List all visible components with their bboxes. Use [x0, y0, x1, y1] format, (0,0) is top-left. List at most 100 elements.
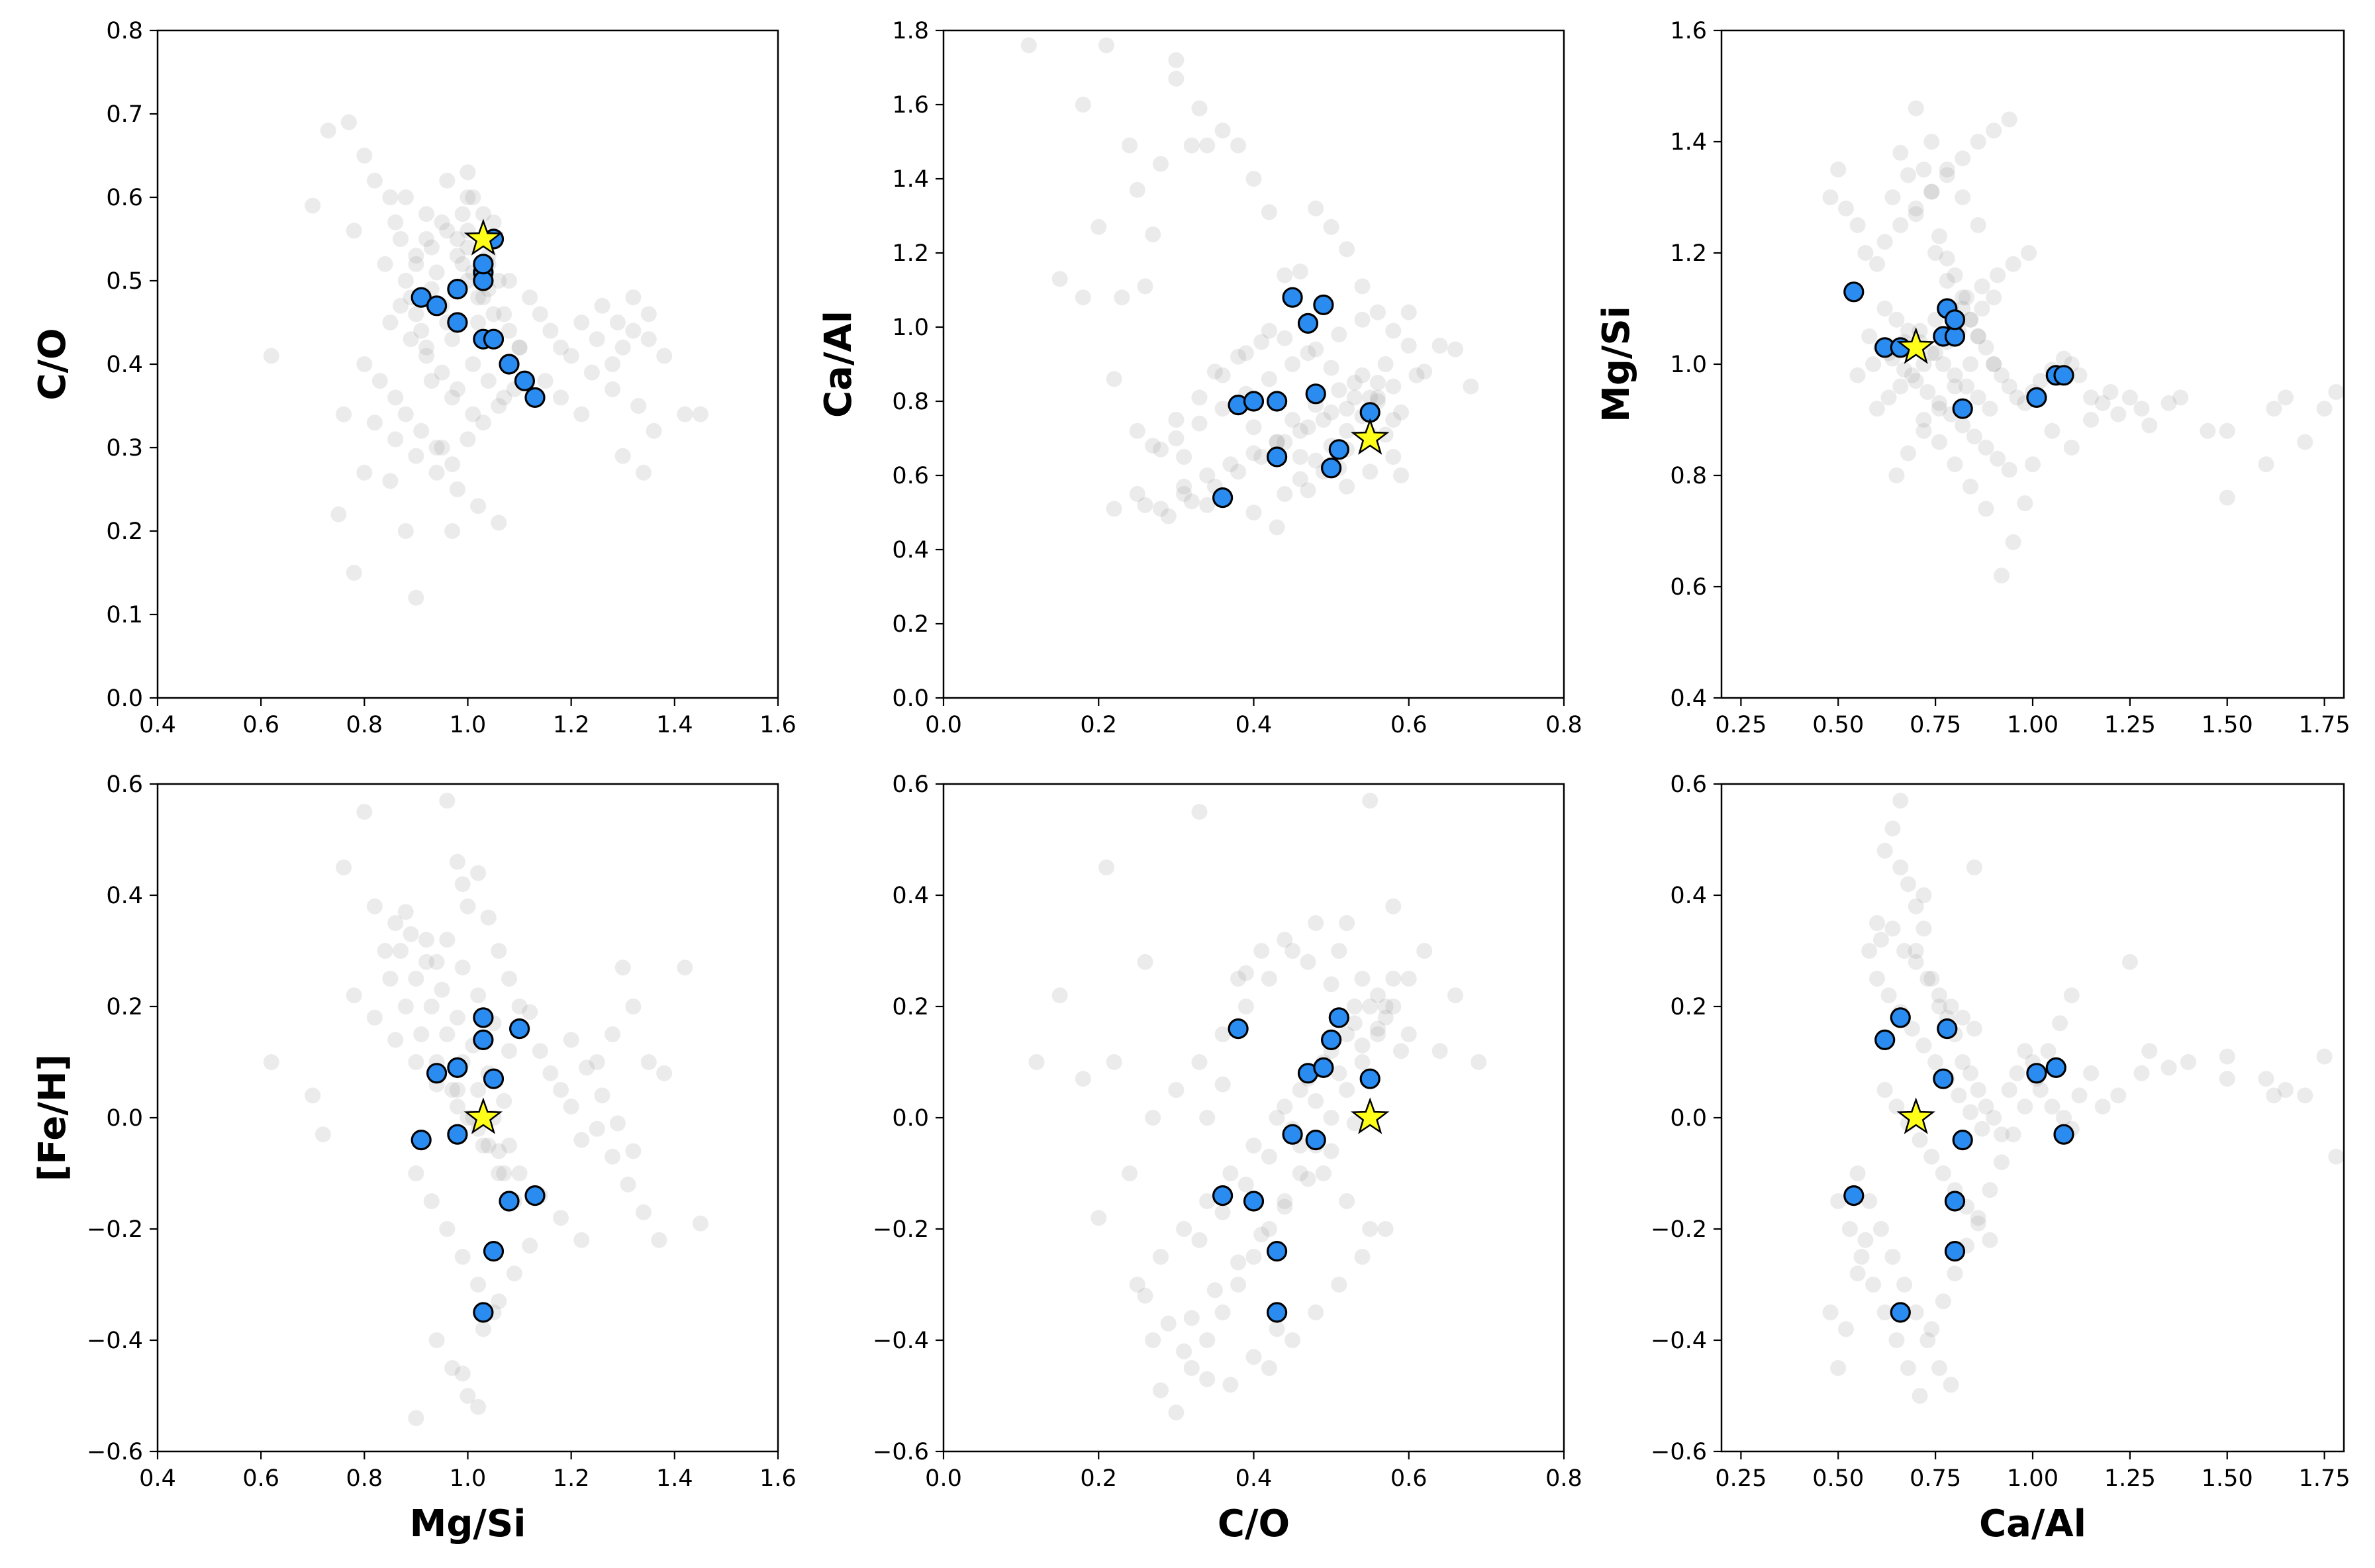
chart-5-background-point — [1888, 1099, 1905, 1115]
chart-1-y-axis-label: Ca/Al — [817, 311, 860, 418]
chart-1-x-tick-label: 0.0 — [925, 712, 962, 738]
chart-3-background-point — [636, 1204, 652, 1220]
chart-0-background-point — [583, 364, 600, 381]
chart-1-background-point — [1346, 389, 1363, 406]
chart-1-background-point — [1206, 364, 1223, 380]
chart-2-background-point — [2258, 456, 2274, 473]
chart-5-background-point — [1970, 1210, 1986, 1226]
chart-2-y-tick-label: 1.2 — [1670, 240, 1707, 267]
chart-1-x-tick-label: 0.6 — [1390, 712, 1428, 738]
chart-1-background-point — [1300, 345, 1316, 362]
chart-1-background-point — [1277, 267, 1293, 283]
chart-1-background-point — [1075, 97, 1091, 113]
chart-0-background-point — [356, 356, 373, 372]
chart-3-y-tick-label: 0.0 — [106, 1105, 143, 1132]
chart-3-x-tick-label: 0.6 — [242, 1465, 279, 1492]
chart-5-background-point — [1951, 1087, 1967, 1104]
chart-0-background-point — [553, 389, 569, 406]
chart-2-background-point — [1931, 401, 1947, 417]
chart-4-y-tick-label: −0.6 — [873, 1439, 929, 1465]
chart-3-background-point — [501, 1138, 517, 1153]
chart-4-background-point — [1277, 1099, 1293, 1115]
chart-1-x-tick-label: 0.8 — [1545, 712, 1582, 738]
chart-2-y-tick-label: 1.6 — [1670, 18, 1707, 44]
chart-5-background-point — [1904, 1020, 1920, 1037]
chart-1-background-point — [1230, 464, 1247, 480]
chart-2-background-point — [1908, 206, 1924, 222]
chart-3-sample-point — [473, 1007, 494, 1028]
chart-2-background-point — [2001, 462, 2017, 478]
chart-2-background-point — [1939, 250, 1955, 267]
chart-1-background-point — [1245, 445, 1262, 462]
chart-0-background-point — [511, 339, 528, 356]
chart-3-background-point — [470, 865, 487, 881]
chart-2-background-point — [1923, 183, 1940, 200]
chart-3-background-point — [393, 943, 409, 959]
chart-3-background-point — [491, 943, 507, 959]
chart-4-background-point — [1206, 1282, 1223, 1298]
chart-0-background-point — [470, 315, 487, 330]
chart-4-background-point — [1145, 1110, 1161, 1126]
chart-2-background-point — [1908, 373, 1924, 389]
chart-1-background-point — [1362, 464, 1379, 480]
chart-1-background-point — [1245, 419, 1262, 436]
chart-5-background-point — [2219, 1071, 2235, 1087]
chart-1-background-point — [1106, 371, 1122, 387]
chart-4-background-point — [1339, 1026, 1355, 1042]
chart-0-background-point — [356, 148, 373, 164]
chart-0-background-point — [542, 322, 559, 339]
chart-1-background-point — [1137, 278, 1153, 295]
chart-5-background-point — [2044, 1099, 2060, 1115]
chart-4-background-point — [1091, 1210, 1107, 1226]
chart-5-background-point — [1994, 1154, 2010, 1171]
chart-3-background-point — [589, 1120, 605, 1137]
chart-4-background-point — [1416, 943, 1433, 959]
chart-0-background-point — [454, 256, 471, 272]
chart-5-background-point — [1919, 971, 1936, 987]
chart-4-background-point — [1284, 943, 1301, 959]
chart-2-background-point — [1986, 122, 2002, 139]
chart-3-sample-point — [473, 1302, 494, 1323]
chart-1-background-point — [1091, 219, 1107, 235]
chart-5-background-point — [1912, 1132, 1928, 1148]
chart-1-background-point — [1339, 478, 1355, 495]
chart-3-background-point — [563, 1099, 579, 1115]
chart-4-background-point — [1346, 999, 1363, 1014]
chart-4-background-point — [1377, 999, 1394, 1014]
chart-5-sample-point — [2045, 1057, 2066, 1078]
chart-1-background-point — [1400, 338, 1417, 354]
chart-0-background-point — [501, 322, 517, 339]
chart-2-background-point — [1963, 478, 1978, 495]
chart-1-background-point — [1253, 334, 1270, 350]
chart-1-background-point — [1261, 371, 1277, 387]
chart-0-background-point — [677, 406, 693, 422]
chart-2-background-point — [1923, 134, 1940, 150]
chart-0-y-tick-label: 0.5 — [106, 268, 143, 295]
chart-3-background-point — [496, 1165, 512, 1181]
chart-3-background-point — [692, 1215, 708, 1232]
chart-2-background-point — [1876, 301, 1893, 317]
chart-3-background-point — [594, 1087, 610, 1104]
chart-5-background-point — [1857, 1232, 1874, 1248]
chart-4-background-point — [1237, 965, 1254, 981]
chart-1-background-point — [1153, 441, 1169, 458]
chart-5-background-point — [1861, 1193, 1878, 1209]
chart-1-background-point — [1385, 412, 1402, 428]
chart-0-background-point — [460, 431, 476, 448]
chart-2-background-point — [2063, 440, 2080, 456]
chart-4-background-point — [1176, 1221, 1192, 1237]
chart-5-background-point — [1927, 1054, 1944, 1070]
chart-4-background-point — [1331, 1065, 1347, 1081]
chart-0-background-point — [320, 122, 336, 139]
chart-3-sample-point — [447, 1124, 468, 1145]
chart-0-background-point — [377, 256, 393, 272]
chart-4-sample-point — [1305, 1129, 1326, 1151]
chart-4-background-point — [1137, 1287, 1153, 1304]
chart-2-background-point — [2021, 245, 2037, 261]
chart-5-background-point — [2094, 1099, 2111, 1115]
chart-5-background-point — [2071, 1087, 2088, 1104]
chart-4-background-point — [1300, 954, 1316, 970]
chart-1-y-tick-label: 1.8 — [892, 18, 929, 44]
chart-0-background-point — [439, 222, 456, 239]
